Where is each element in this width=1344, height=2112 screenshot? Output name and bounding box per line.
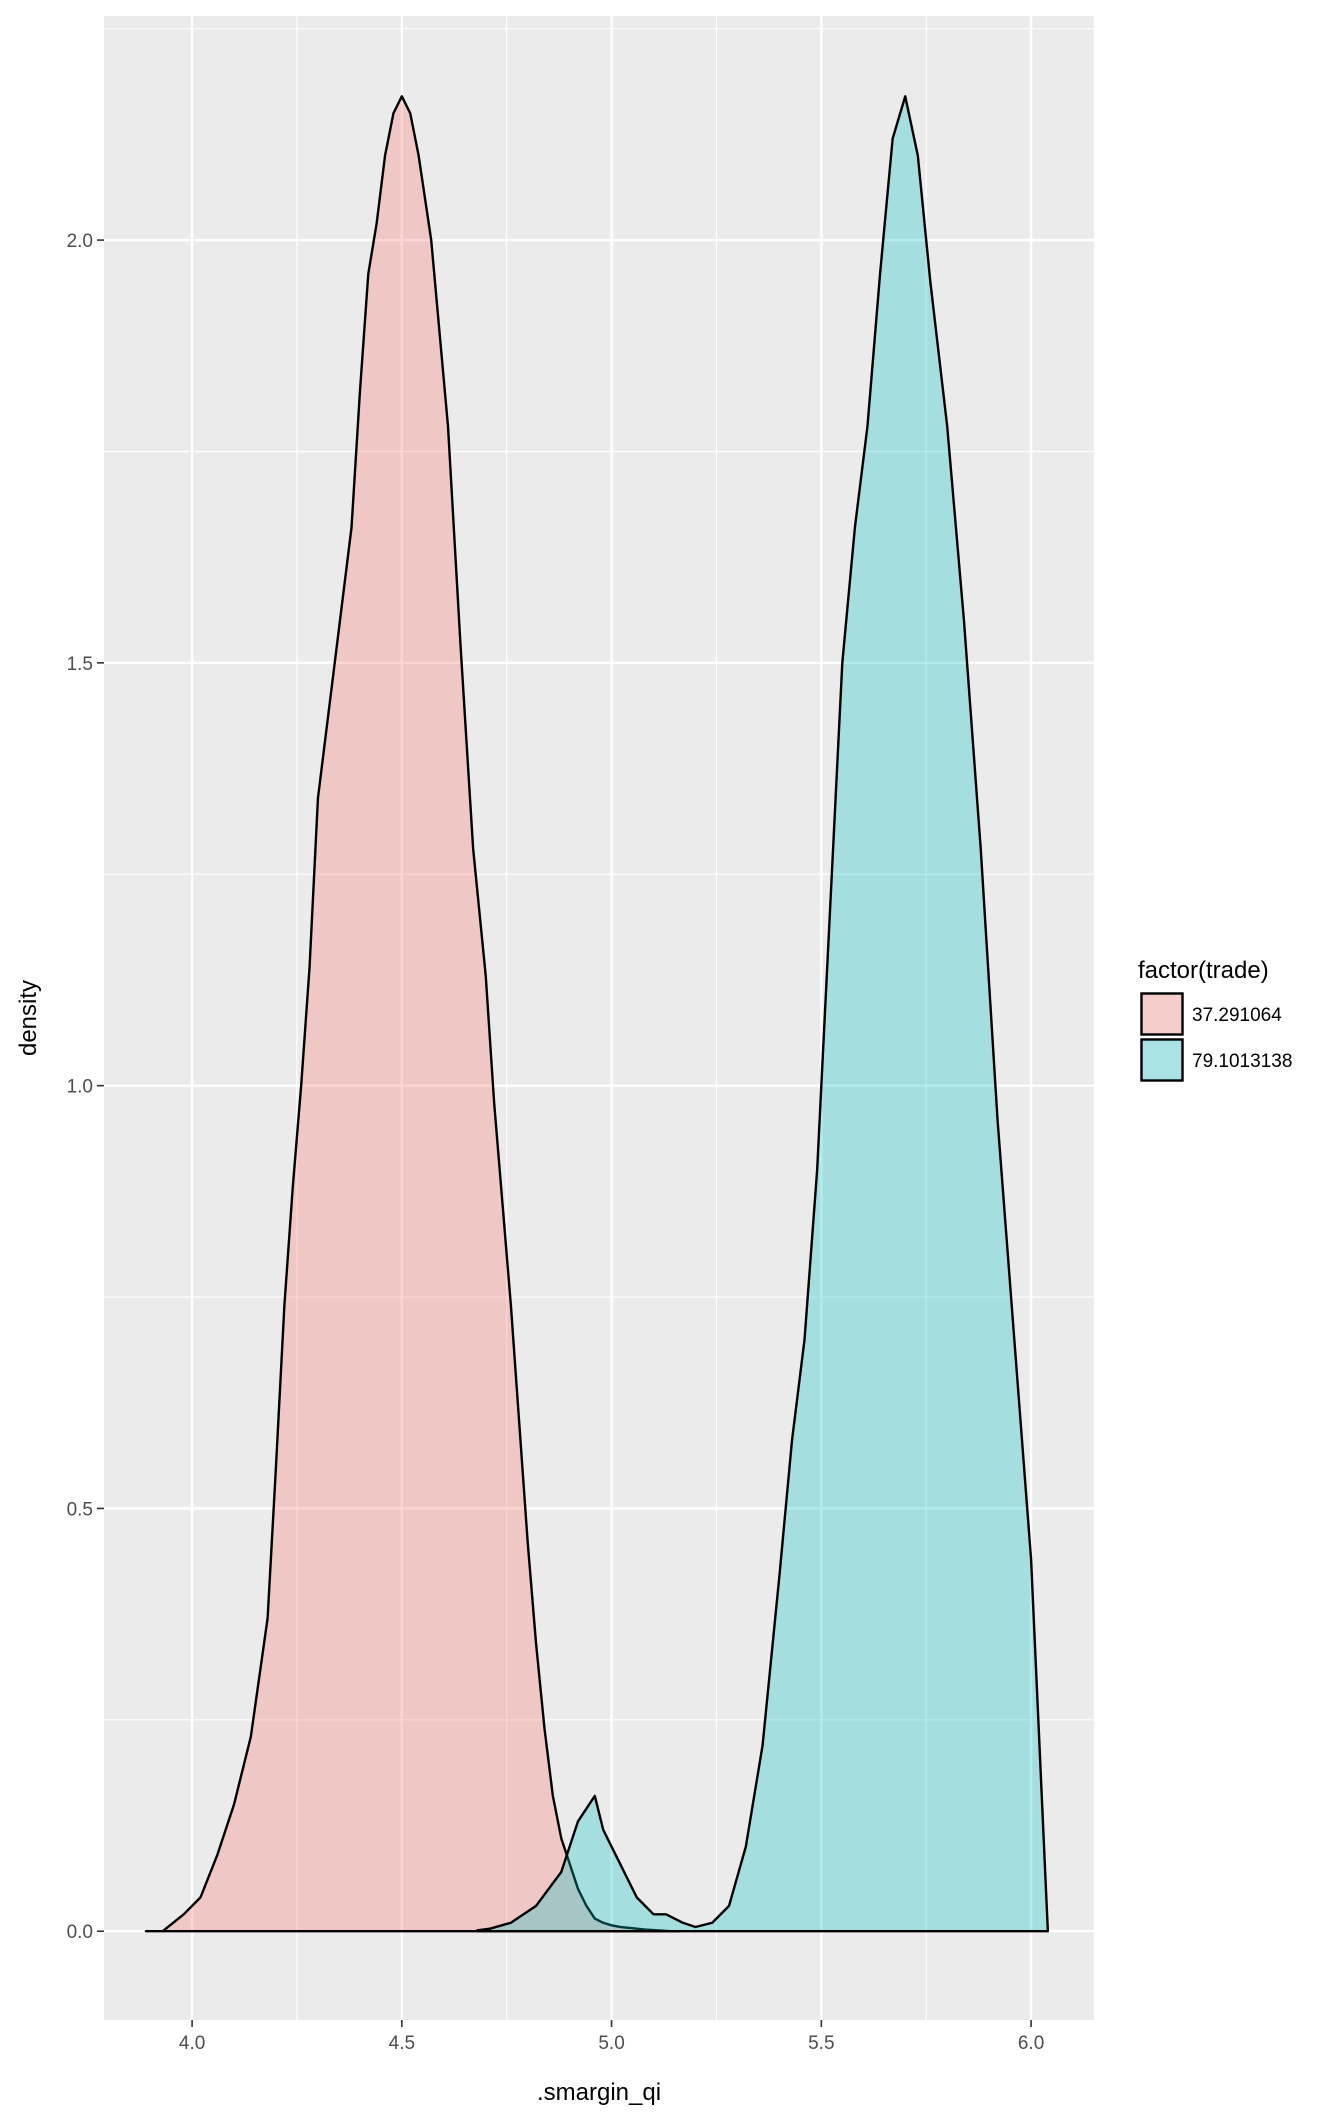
legend-title: factor(trade): [1138, 957, 1269, 984]
y-axis-title: density: [15, 980, 42, 1056]
x-tick-label: 4.5: [389, 2033, 415, 2054]
minor-gridlines: [104, 16, 1094, 2020]
legend-swatch: [1140, 992, 1184, 1036]
y-tick-label: 1.5: [67, 654, 93, 675]
density-area-series-1: [144, 95, 680, 1933]
density-series: [144, 95, 1050, 1933]
y-tick-label: 2.0: [67, 231, 93, 252]
legend-label: 79.1013138: [1192, 1051, 1292, 1072]
x-tick-label: 6.0: [1018, 2033, 1044, 2054]
legend: factor(trade) 37.291064 79.1013138: [1138, 957, 1292, 1082]
y-tick-label: 0.0: [67, 1922, 93, 1943]
x-axis-title: .smargin_qi: [537, 2079, 661, 2106]
x-axis: 4.0 4.5 5.0 5.5 6.0: [179, 2020, 1044, 2054]
x-tick-label: 5.0: [598, 2033, 624, 2054]
legend-item: 37.291064: [1140, 992, 1282, 1036]
y-tick-label: 0.5: [67, 1499, 93, 1520]
x-tick-label: 5.5: [808, 2033, 834, 2054]
y-tick-label: 1.0: [67, 1077, 93, 1098]
legend-label: 37.291064: [1192, 1005, 1282, 1026]
legend-key-background: [1140, 992, 1184, 1036]
density-area-series-2: [476, 95, 1050, 1933]
legend-swatch: [1140, 1038, 1184, 1082]
legend-key-background: [1140, 1038, 1184, 1082]
y-axis: 0.0 0.5 1.0 1.5 2.0: [67, 231, 104, 1943]
legend-item: 79.1013138: [1140, 1038, 1292, 1082]
plot-background: [104, 16, 1094, 2020]
x-tick-label: 4.0: [179, 2033, 205, 2054]
